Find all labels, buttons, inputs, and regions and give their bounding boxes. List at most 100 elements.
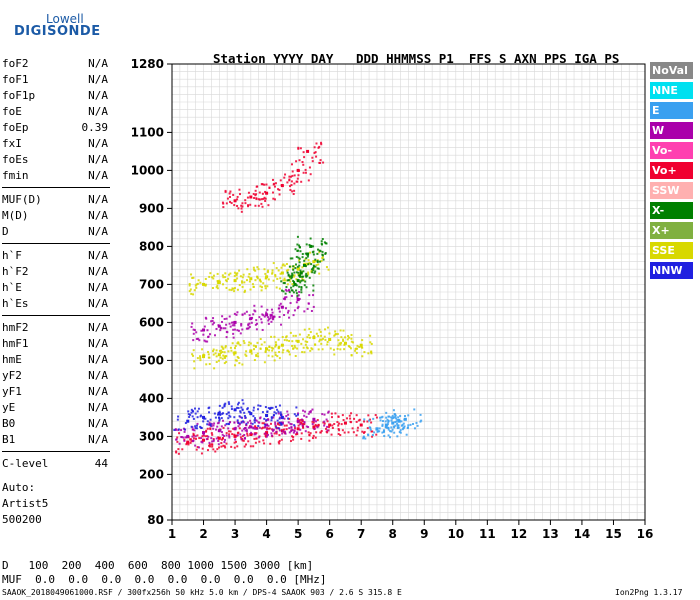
trace-dot	[265, 347, 268, 350]
trace-dot	[290, 274, 293, 277]
trace-dot	[261, 426, 264, 429]
x-tick-label: 8	[389, 527, 397, 541]
trace-dot	[269, 407, 272, 410]
trace-dot	[307, 302, 310, 305]
trace-dot	[312, 265, 315, 268]
trace-dot	[280, 414, 283, 417]
trace-dot	[347, 335, 350, 338]
trace-dot	[314, 343, 317, 346]
param-row: foF2 N/A	[2, 56, 110, 72]
trace-dot	[225, 286, 228, 289]
trace-dot	[225, 317, 228, 320]
trace-dot	[241, 399, 244, 402]
trace-dot	[219, 428, 222, 431]
trace-dot	[403, 418, 406, 421]
trace-dot	[358, 345, 361, 348]
trace-dot	[361, 430, 364, 433]
trace-dot	[206, 423, 209, 426]
trace-dot	[204, 283, 207, 286]
trace-dot	[255, 437, 258, 440]
trace-dot	[228, 414, 231, 417]
trace-dot	[255, 432, 258, 435]
x-tick-label: 1	[168, 527, 176, 541]
trace-dot	[195, 283, 198, 286]
trace-dot	[240, 280, 243, 283]
trace-dot	[305, 272, 308, 275]
data-point	[202, 355, 206, 359]
trace-dot	[305, 346, 308, 349]
trace-dot	[299, 418, 302, 421]
param-row: hmF1 N/A	[2, 336, 110, 352]
trace-dot	[241, 408, 244, 411]
trace-dot	[355, 434, 358, 437]
trace-dot	[212, 350, 215, 353]
param-row: MUF(D) N/A	[2, 192, 110, 208]
trace-dot	[237, 341, 240, 344]
trace-dot	[371, 434, 374, 437]
trace-dot	[212, 439, 215, 442]
trace-dot	[334, 330, 337, 333]
trace-dot	[288, 289, 291, 292]
trace-dot	[369, 428, 372, 431]
trace-dot	[211, 440, 214, 443]
trace-dot	[383, 430, 386, 433]
data-point	[233, 199, 237, 203]
trace-dot	[290, 276, 293, 279]
trace-dot	[233, 421, 236, 424]
trace-dot	[256, 185, 259, 188]
trace-dot	[293, 271, 296, 274]
trace-dot	[396, 426, 399, 429]
trace-dot	[247, 191, 250, 194]
trace-dot	[319, 431, 322, 434]
trace-dot	[367, 434, 370, 437]
trace-dot	[252, 445, 255, 448]
trace-dot	[314, 260, 317, 263]
trace-dot	[244, 427, 247, 430]
trace-dot	[227, 427, 230, 430]
trace-dot	[228, 433, 231, 436]
trace-dot	[206, 438, 209, 441]
trace-dot	[289, 185, 292, 188]
trace-dot	[233, 271, 236, 274]
trace-dot	[228, 288, 231, 291]
trace-dot	[244, 437, 247, 440]
trace-dot	[229, 272, 232, 275]
param-label: foF2	[2, 57, 29, 70]
trace-dot	[298, 257, 301, 260]
trace-dot	[260, 343, 263, 346]
trace-dot	[313, 427, 316, 430]
trace-dot	[301, 253, 304, 256]
trace-dot	[312, 269, 315, 272]
trace-dot	[254, 427, 257, 430]
trace-dot	[325, 266, 328, 269]
trace-dot	[221, 433, 224, 436]
trace-dot	[305, 286, 308, 289]
trace-dot	[314, 270, 317, 273]
trace-dot	[211, 319, 214, 322]
trace-dot	[370, 342, 373, 345]
trace-dot	[204, 435, 207, 438]
trace-dot	[269, 442, 272, 445]
trace-dot	[297, 421, 300, 424]
trace-dot	[360, 345, 363, 348]
trace-dot	[320, 260, 323, 263]
trace-dot	[291, 170, 294, 173]
data-point	[296, 279, 300, 283]
trace-dot	[289, 280, 292, 283]
trace-dot	[249, 422, 252, 425]
trace-dot	[302, 270, 305, 273]
param-value: N/A	[88, 57, 108, 70]
trace-dot	[234, 434, 237, 437]
trace-dot	[288, 275, 291, 278]
trace-dot	[297, 273, 300, 276]
trace-dot	[317, 146, 320, 149]
data-point	[202, 282, 206, 286]
trace-dot	[297, 174, 300, 177]
param-label: B1	[2, 433, 16, 446]
trace-dot	[312, 418, 315, 421]
data-point	[233, 434, 237, 438]
x-tick-label: 13	[542, 527, 559, 541]
trace-dot	[280, 414, 283, 417]
trace-dot	[201, 440, 204, 443]
trace-dot	[266, 410, 269, 413]
